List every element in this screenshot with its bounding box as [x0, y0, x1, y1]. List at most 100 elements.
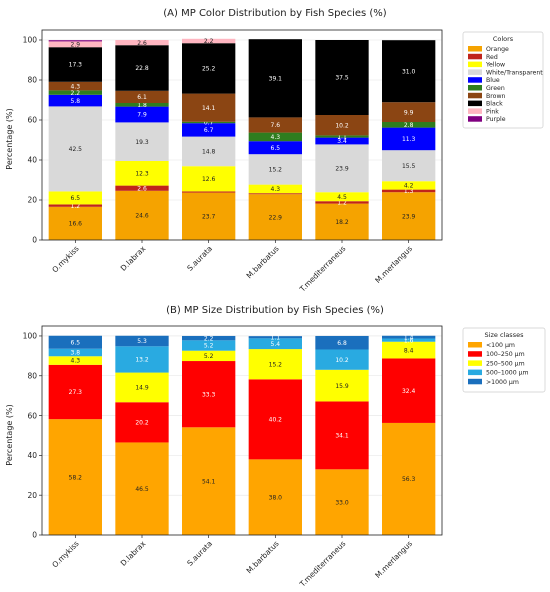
x-tick-label: D.labrax [119, 539, 148, 568]
legend-item-label: Brown [486, 93, 505, 100]
legend-item-label: Green [486, 85, 505, 92]
segment-value-label: 6.8 [337, 340, 347, 347]
legend-swatch [468, 369, 482, 376]
legend-swatch [468, 378, 482, 385]
bar-segment [382, 189, 436, 193]
bar-segment [182, 43, 236, 94]
bar-segment [115, 106, 169, 123]
x-tick-label: T.mediterraneus [297, 244, 347, 294]
segment-value-label: 10.2 [335, 122, 349, 129]
segment-value-label: 6.5 [71, 195, 81, 202]
y-tick-label: 0 [32, 236, 37, 245]
bar-segment [315, 469, 369, 535]
bar-segment [382, 335, 436, 339]
panel-b-title: (B) MP Size Distribution by Fish Species… [166, 305, 384, 316]
y-tick-label: 20 [27, 196, 37, 205]
y-tick-label: 60 [27, 116, 37, 125]
x-tick-label: S.aurata [185, 539, 214, 568]
segment-value-label: 10.2 [335, 357, 349, 364]
segment-value-label: 5.2 [204, 353, 214, 360]
bar-segment [382, 127, 436, 151]
legend-item-label: Pink [486, 108, 499, 115]
bar-segment [182, 93, 236, 122]
segment-value-label: 24.6 [135, 213, 149, 220]
bar-segment [315, 201, 369, 204]
segment-value-label: 15.2 [269, 167, 283, 174]
panel-b-bars: 58.2 27.3 4.33.8 6.5 46.5 20.2 14.9 13.2 5.3 54.1… [48, 334, 436, 535]
segment-value-label: 31.0 [402, 68, 416, 75]
panel-a-bars: 16.61.26.542.55.82.24.317.32.924.62.612.… [48, 38, 436, 240]
y-tick-label: 20 [27, 491, 37, 500]
segment-value-label: 14.8 [202, 149, 216, 156]
bar-segment [115, 40, 169, 46]
bar-segment [248, 338, 302, 350]
bar-segment [115, 372, 169, 403]
bar-segment [382, 358, 436, 423]
bar-segment [182, 136, 236, 167]
bar-segment [48, 419, 102, 535]
legend-item-label: <100 μm [486, 342, 515, 349]
x-tick-label: D.labrax [119, 244, 148, 273]
x-tick-label: O.mykiss [50, 539, 80, 569]
segment-value-label: 46.5 [135, 486, 149, 493]
y-tick-label: 40 [27, 451, 37, 460]
bar-segment [48, 106, 102, 192]
bar-segment [115, 442, 169, 535]
segment-value-label: 20.2 [135, 420, 149, 427]
bar-segment [248, 39, 302, 118]
bar-segment [382, 150, 436, 182]
segment-value-label: 15.5 [402, 163, 416, 170]
legend-item-label: 250–500 μm [486, 360, 525, 367]
bar-segment [48, 94, 102, 107]
segment-value-label: 15.9 [335, 383, 349, 390]
legend-swatch [468, 342, 482, 348]
bar-segment [315, 135, 369, 138]
legend-swatch [468, 85, 482, 91]
bar-segment [182, 427, 236, 535]
segment-value-label: 23.9 [402, 213, 416, 220]
segment-value-label: 5.8 [71, 98, 81, 105]
segment-value-label: 8.4 [404, 347, 414, 354]
segment-value-label: 6.5 [71, 339, 81, 346]
bar-segment [382, 102, 436, 122]
segment-value-label: 2.6 [137, 40, 147, 47]
legend-swatch [468, 61, 482, 68]
bar-segment [48, 356, 102, 365]
bar-segment [115, 103, 169, 107]
segment-value-label: 2.2 [71, 90, 81, 97]
segment-value-label: 54.1 [202, 478, 216, 485]
bar-segment [315, 369, 369, 402]
segment-value-label: 39.1 [269, 76, 283, 83]
segment-value-label: 25.2 [202, 66, 216, 73]
legend-item-label: Orange [486, 46, 509, 53]
legend-swatch [468, 108, 482, 114]
segment-value-label: 22.8 [135, 65, 149, 72]
legend-box [462, 327, 546, 393]
axes-frame [41, 29, 443, 241]
y-tick-label: 0 [32, 531, 37, 540]
segment-value-label: 40.2 [269, 417, 283, 424]
bar-segment [115, 402, 169, 443]
segment-value-label: 58.2 [69, 474, 83, 481]
bar-segment [248, 349, 302, 380]
segment-value-label: 2.8 [404, 122, 414, 129]
bar-segment [382, 341, 436, 359]
bar-segment [48, 335, 102, 349]
legend-box [462, 31, 544, 129]
bar-segment [48, 40, 102, 42]
bar-segment [182, 166, 236, 192]
bar-segment [115, 161, 169, 186]
bar-segment [182, 123, 236, 137]
segment-value-label: 19.3 [135, 139, 149, 146]
panel-b-gridlines [42, 326, 442, 536]
legend-item-label: Red [486, 54, 498, 61]
segment-value-label: 2.2 [204, 38, 214, 45]
segment-value-label: 6.5 [271, 145, 281, 152]
segment-value-label: 2.9 [71, 42, 81, 49]
bar-segment [382, 338, 436, 342]
segment-value-label: 1.4 [404, 334, 414, 341]
legend-swatch [468, 116, 482, 122]
segment-value-label: 3.8 [71, 350, 81, 357]
legend-item-label: Purple [486, 116, 506, 123]
